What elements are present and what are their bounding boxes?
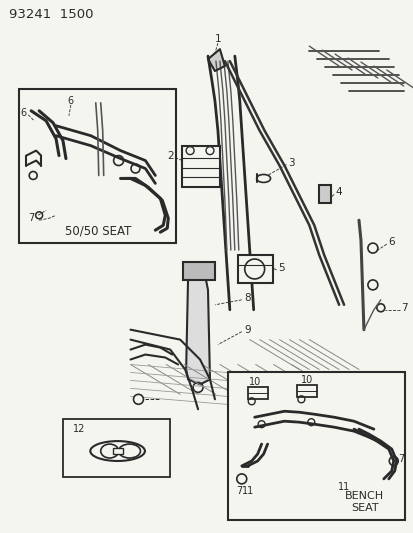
Text: 7: 7 (28, 213, 34, 223)
Text: 7: 7 (398, 454, 404, 464)
Text: 8: 8 (244, 293, 250, 303)
Bar (63, 419, 170, 477)
Text: 2: 2 (166, 151, 173, 160)
Text: 9: 9 (244, 325, 250, 335)
Text: 11: 11 (241, 486, 253, 496)
Text: 12: 12 (73, 424, 85, 434)
Polygon shape (207, 49, 224, 71)
Text: 3: 3 (287, 158, 294, 167)
Text: 6: 6 (68, 96, 74, 106)
Bar (318, 185, 330, 203)
Text: 10: 10 (248, 377, 260, 387)
Text: 7: 7 (236, 486, 242, 496)
Bar (182, 146, 219, 188)
Text: 7: 7 (400, 303, 407, 313)
Bar (227, 373, 404, 520)
Text: 93241  1500: 93241 1500 (9, 8, 94, 21)
Text: 6: 6 (387, 237, 394, 247)
Text: 11: 11 (337, 482, 349, 492)
Text: 4: 4 (335, 188, 342, 197)
Bar (237, 255, 272, 283)
Bar (183, 262, 214, 280)
Text: 10: 10 (301, 375, 313, 385)
Text: 50/50 SEAT: 50/50 SEAT (64, 225, 131, 238)
Bar (297, 385, 316, 397)
Text: 1: 1 (214, 34, 221, 44)
Text: 6: 6 (20, 108, 26, 118)
Bar (247, 387, 267, 399)
Bar (112, 448, 122, 454)
Text: 5: 5 (278, 263, 284, 273)
Polygon shape (186, 275, 209, 384)
Bar (19, 89, 176, 243)
Circle shape (133, 394, 143, 404)
Text: BENCH
SEAT: BENCH SEAT (344, 491, 384, 513)
